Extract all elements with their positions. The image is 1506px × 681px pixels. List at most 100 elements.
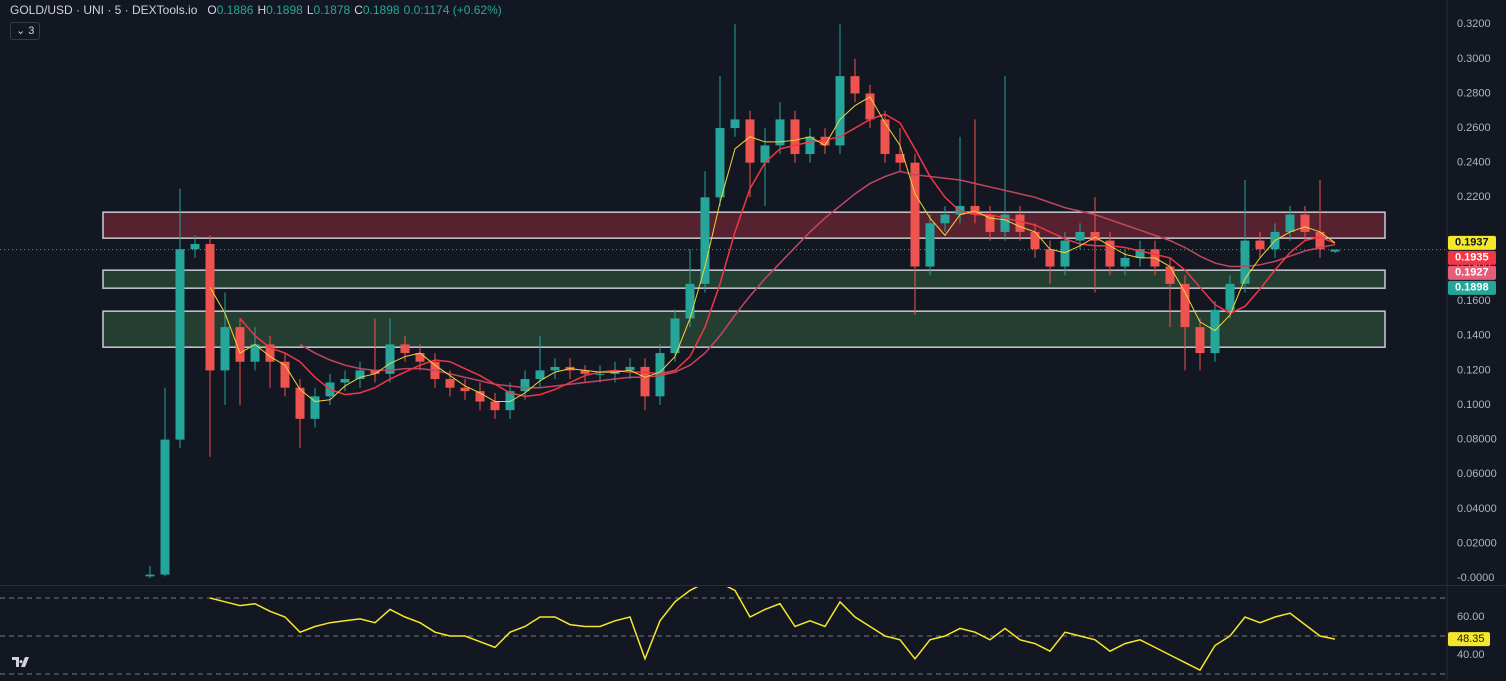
y-tick-label: 0.2800 bbox=[1457, 87, 1491, 99]
candle-body bbox=[265, 344, 275, 362]
candle-body bbox=[1060, 240, 1070, 267]
candle-body bbox=[1210, 309, 1220, 354]
ohlc-key: O bbox=[207, 3, 217, 17]
rsi-pane bbox=[0, 587, 1447, 675]
candle-body bbox=[1315, 231, 1325, 250]
candle-body bbox=[895, 154, 905, 163]
axes: 0.3200 0.3000 0.2800 0.2600 0.2400 0.2200 0.18… bbox=[1448, 18, 1497, 661]
candle-body bbox=[670, 318, 680, 354]
candle-body bbox=[1255, 240, 1265, 250]
candle-body bbox=[1240, 240, 1250, 284]
rsi-line bbox=[209, 587, 1336, 672]
candle-body bbox=[1045, 249, 1055, 267]
symbol: GOLD/USD · UNI · 5 · DEXTools.io bbox=[10, 3, 198, 17]
candle-body bbox=[280, 361, 290, 388]
candle-body bbox=[835, 76, 845, 146]
y-tick-label: 0.3200 bbox=[1457, 18, 1491, 30]
candle-body bbox=[205, 244, 215, 371]
candle-body bbox=[970, 205, 980, 215]
moving-average bbox=[299, 170, 1336, 389]
ohlc-value: 0.1878 bbox=[313, 3, 351, 17]
candle-body bbox=[1225, 283, 1235, 310]
candle-body bbox=[1030, 231, 1040, 250]
y-tick-label: 0.3000 bbox=[1457, 53, 1491, 65]
zone bbox=[102, 211, 1386, 239]
logo bbox=[8, 651, 36, 673]
candle-body bbox=[445, 379, 455, 388]
change: 0.0:1174 (+0.62%) bbox=[403, 3, 502, 17]
candle-body bbox=[1105, 240, 1115, 267]
candle-body bbox=[175, 249, 185, 440]
candle-body bbox=[295, 387, 305, 419]
price-tag bbox=[1448, 250, 1496, 265]
indicator-count: 3 bbox=[28, 25, 35, 37]
candle-body bbox=[250, 344, 260, 362]
candle-body bbox=[505, 391, 515, 411]
y-tick-label: 0.1600 bbox=[1457, 295, 1491, 307]
ohlc-value: 0.1898 bbox=[266, 3, 303, 17]
candle-body bbox=[340, 379, 350, 383]
price-tag bbox=[1448, 280, 1496, 295]
y-tick-label: 0.08000 bbox=[1457, 434, 1497, 446]
candle-body bbox=[1330, 249, 1340, 252]
y-tick-label: 60.00 bbox=[1457, 611, 1485, 623]
ohlc-value: 0.1898 bbox=[362, 3, 400, 17]
candle-body bbox=[160, 439, 170, 575]
candle-body bbox=[535, 370, 545, 380]
candle-body bbox=[550, 366, 560, 371]
moving-average bbox=[209, 96, 1336, 403]
rsi-value-label: 48.35 bbox=[1457, 633, 1485, 645]
candle-body bbox=[910, 162, 920, 267]
rsi-value-tag bbox=[1448, 632, 1490, 647]
ohlc-key: H bbox=[257, 3, 267, 17]
ohlc: O0.1886 H0.1898 L0.1878 C0.1898 bbox=[207, 3, 403, 17]
candle-body bbox=[385, 344, 395, 374]
candle-body bbox=[310, 396, 320, 419]
legend-header: GOLD/USD · UNI · 5 · DEXTools.io O0.1886… bbox=[10, 3, 506, 17]
y-tick-label: 0.1200 bbox=[1457, 364, 1491, 376]
candle-body bbox=[880, 119, 890, 155]
y-tick-label: 0.1400 bbox=[1457, 330, 1491, 342]
y-tick-label: 0.04000 bbox=[1457, 503, 1497, 515]
candle-body bbox=[1090, 231, 1100, 241]
candle-body bbox=[1285, 214, 1295, 232]
y-tick-label: 0.06000 bbox=[1457, 468, 1497, 480]
candle-body bbox=[1165, 266, 1175, 284]
candle-body bbox=[730, 119, 740, 129]
indicator-toggle[interactable]: ⌄ 3 bbox=[10, 22, 41, 40]
candle-body bbox=[640, 366, 650, 397]
candle-body bbox=[415, 353, 425, 362]
ohlc-key: C bbox=[354, 3, 363, 17]
candle-body bbox=[1300, 214, 1310, 232]
candle-body bbox=[355, 370, 365, 380]
ohlc-value: 0.1886 bbox=[216, 3, 254, 17]
y-tick-label: 40.00 bbox=[1457, 649, 1485, 661]
candle-body bbox=[1000, 214, 1010, 232]
y-tick-label: 0.2400 bbox=[1457, 157, 1491, 169]
candle-body bbox=[820, 136, 830, 146]
price-tag-label: 0.1927 bbox=[1455, 267, 1489, 279]
candle-body bbox=[460, 387, 470, 392]
price-tag bbox=[1448, 235, 1496, 250]
candle-body bbox=[190, 244, 200, 250]
candle-body bbox=[865, 93, 875, 120]
candle-body bbox=[790, 119, 800, 155]
candle-body bbox=[700, 197, 710, 284]
y-tick-label: 0.2200 bbox=[1457, 191, 1491, 203]
price-tag-label: 0.1935 bbox=[1455, 252, 1489, 264]
candle-body bbox=[775, 119, 785, 146]
price-tag-label: 0.1898 bbox=[1455, 282, 1489, 294]
candle-body bbox=[1120, 257, 1130, 267]
candle-body bbox=[235, 327, 245, 362]
price-tag-label: 0.1937 bbox=[1455, 237, 1489, 249]
candle-body bbox=[760, 145, 770, 163]
candle-body bbox=[220, 327, 230, 371]
candle-body bbox=[1180, 283, 1190, 328]
candle-body bbox=[145, 574, 155, 577]
candle-body bbox=[1195, 327, 1205, 354]
y-tick-label: -0.0000 bbox=[1457, 572, 1494, 584]
candle-body bbox=[520, 379, 530, 392]
candle-body bbox=[370, 370, 380, 374]
